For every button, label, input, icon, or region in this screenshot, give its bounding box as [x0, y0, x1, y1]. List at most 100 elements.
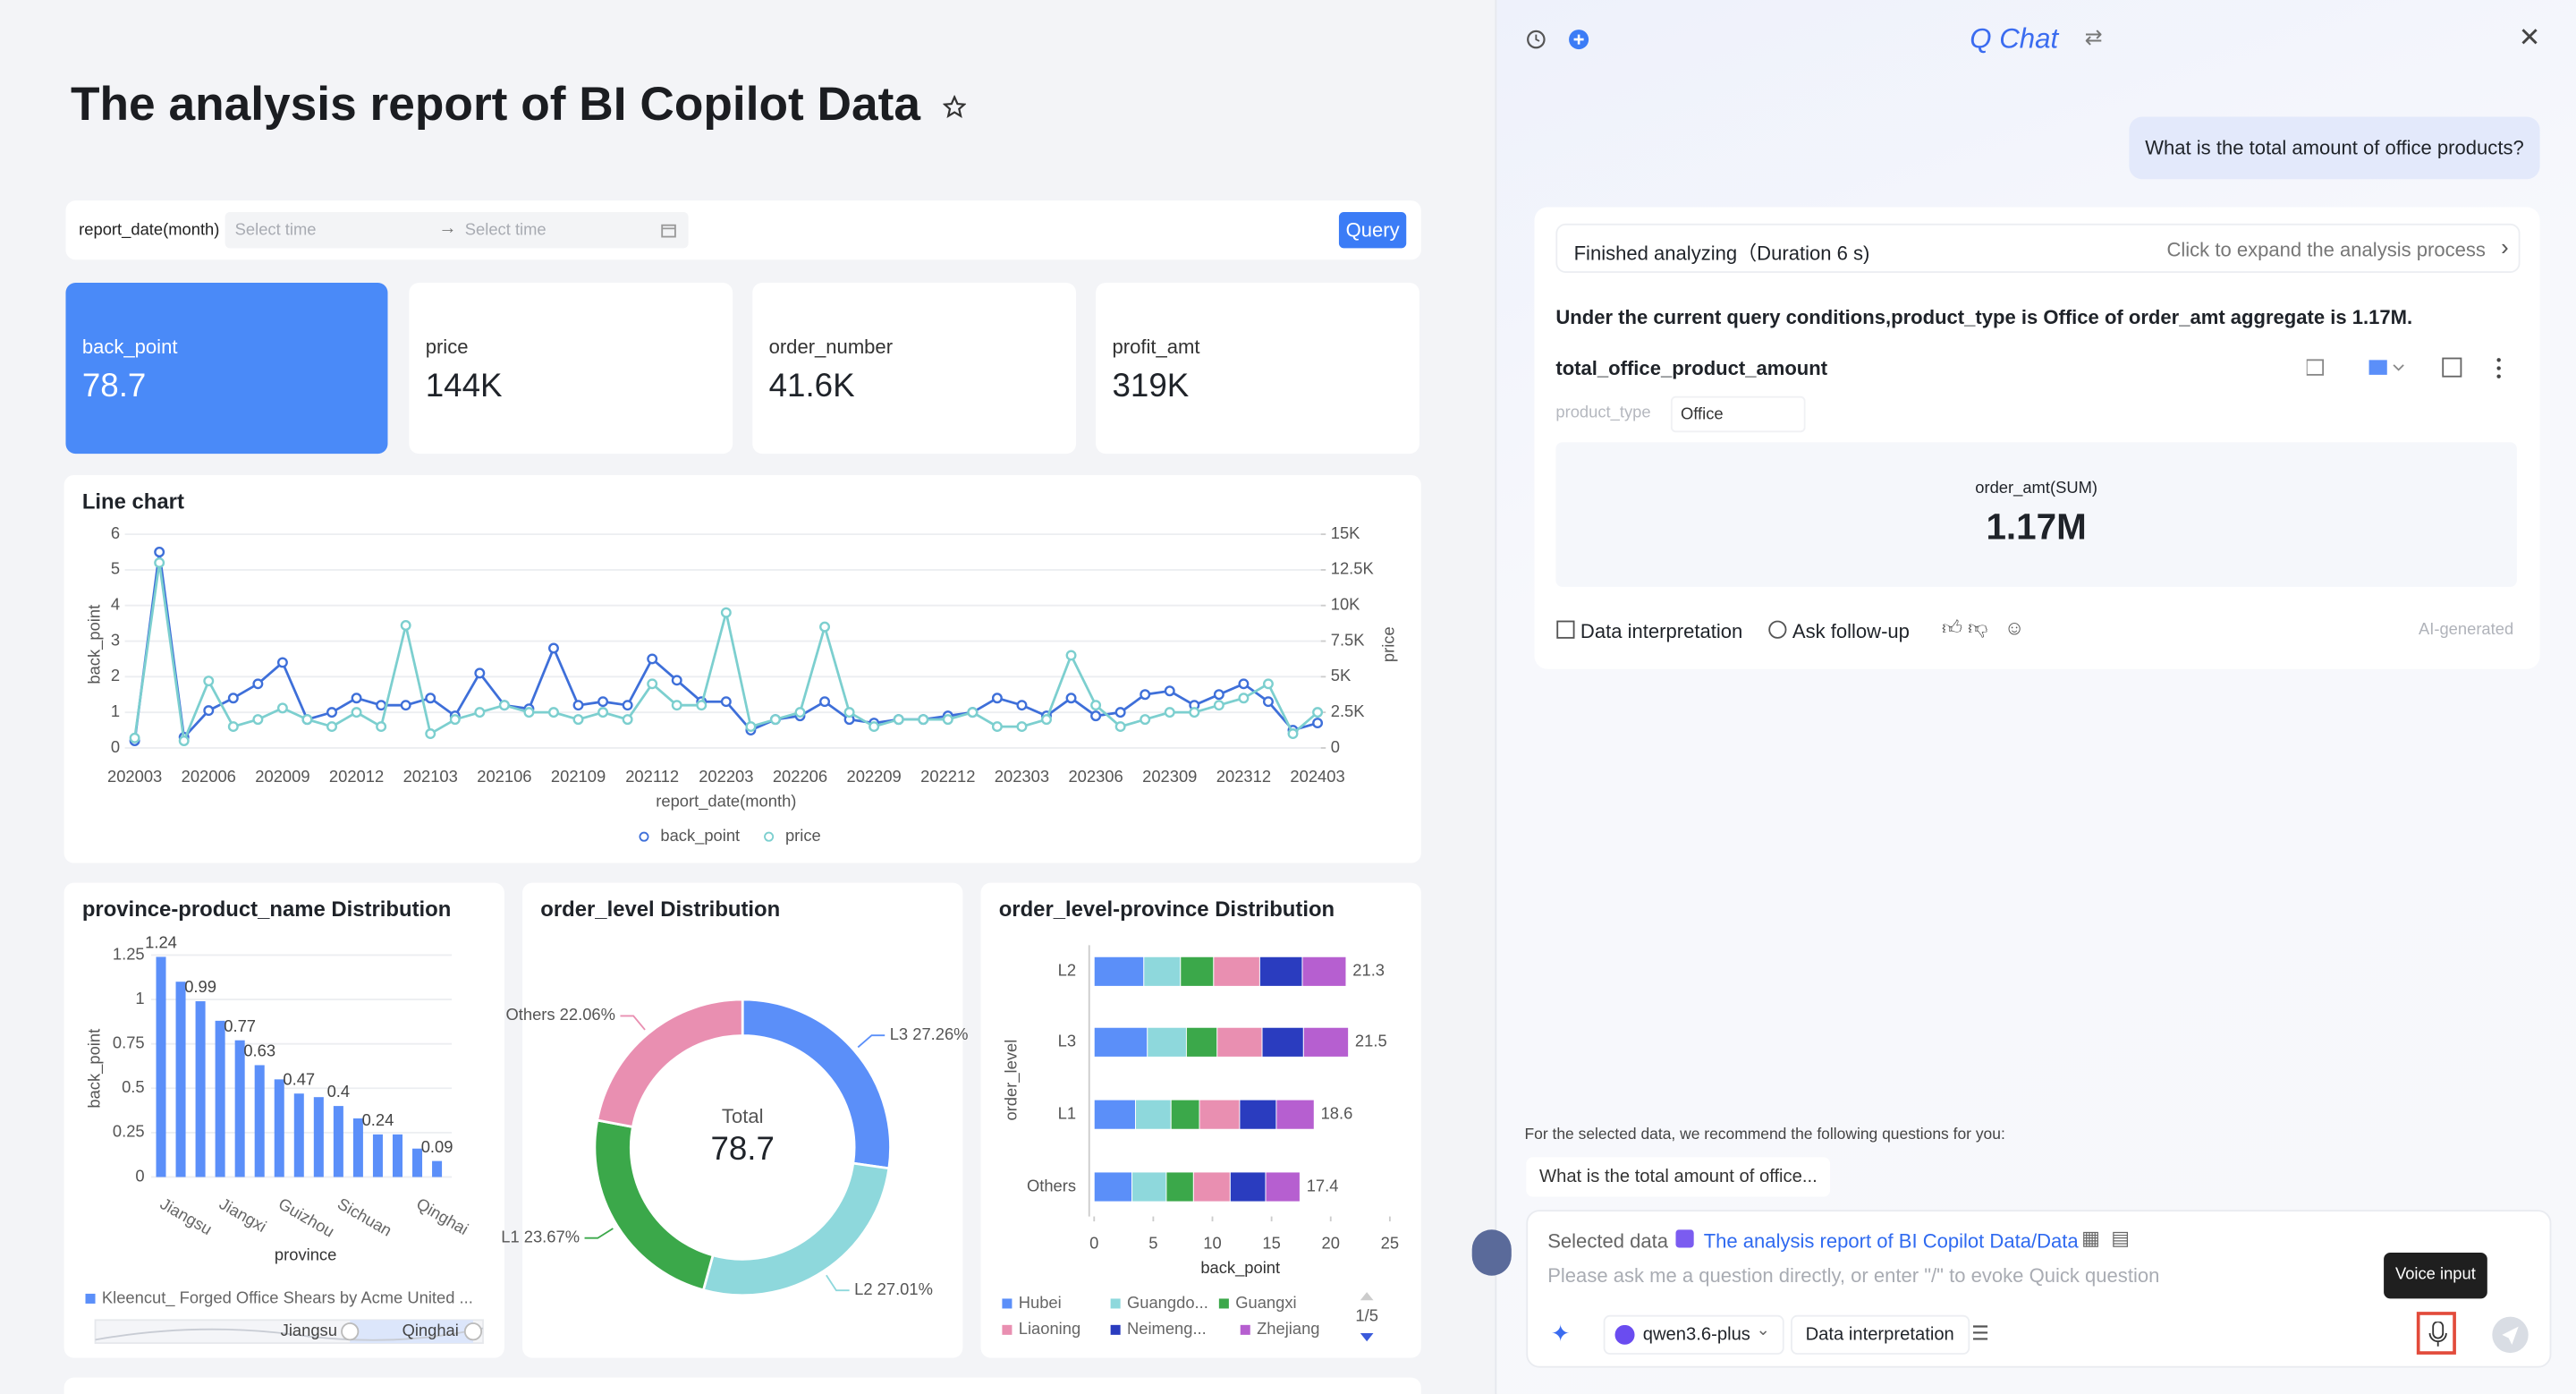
query-button[interactable]: Query [1338, 212, 1407, 249]
feedback-icons[interactable]: 👍︎ 👎︎ ☺︎ [1942, 616, 2025, 640]
filter-label: report_date(month) [79, 222, 220, 241]
legend-label: back_point [660, 826, 740, 846]
metric-panel: order_amt(SUM) 1.17M [1555, 442, 2517, 587]
report-icon [1675, 1229, 1694, 1248]
bar [195, 1001, 206, 1177]
history-icon[interactable] [1524, 28, 1547, 51]
filter-select[interactable]: Office [1670, 395, 1806, 433]
list-icon[interactable]: ☰ [1971, 1322, 1989, 1345]
send-button[interactable] [2490, 1315, 2529, 1355]
kpi-value: 319K [1112, 368, 1190, 404]
x-tick-label: 202303 [995, 767, 1049, 786]
point [819, 621, 831, 633]
bar [412, 1148, 423, 1177]
slider-handle[interactable] [341, 1322, 360, 1341]
voice-button[interactable] [2416, 1312, 2456, 1355]
y-tick-label: 5 [111, 559, 120, 578]
kpi-value: 78.7 [81, 368, 147, 404]
magic-icon[interactable]: ✦ [1550, 1320, 1571, 1347]
answer-text: Under the current query conditions,produ… [1555, 305, 2413, 329]
y-tick-label: 0 [135, 1166, 144, 1185]
point [129, 732, 140, 744]
selected-value[interactable]: The analysis report of BI Copilot Data/D… [1703, 1229, 2079, 1253]
chat-icon [1768, 620, 1787, 639]
point [203, 676, 215, 687]
new-chat-icon[interactable] [1567, 28, 1590, 51]
bar [215, 1020, 225, 1177]
close-icon[interactable]: ✕ [2518, 24, 2541, 53]
point [252, 678, 264, 690]
bar-segment [1131, 1171, 1167, 1203]
data-tools[interactable]: ▦ ▤ [2081, 1226, 2131, 1250]
input-placeholder[interactable]: Please ask me a question directly, or en… [1547, 1263, 2160, 1288]
status-text: Finished analyzing（Duration 6 s) [1573, 242, 1870, 265]
y2-tick-label: 5K [1331, 666, 1352, 684]
point [474, 667, 486, 679]
point [671, 700, 682, 711]
leader-line [826, 1274, 850, 1292]
y-axis-label: order_level [1001, 1040, 1021, 1121]
point [474, 707, 486, 718]
y-tick-label: L3 [1058, 1032, 1076, 1050]
point [252, 714, 264, 726]
model-icon [1614, 1324, 1635, 1345]
switch-icon[interactable]: ⇄ [2084, 24, 2103, 50]
action-button[interactable]: Ask follow-up [1792, 619, 1910, 643]
point [400, 620, 411, 631]
filter-label: product_type [1555, 404, 1651, 423]
bar [234, 1040, 245, 1177]
kpi-card[interactable]: price 144K [409, 283, 733, 455]
legend-marker [1240, 1324, 1250, 1335]
point [1065, 693, 1077, 704]
result-tools[interactable] [2306, 355, 2521, 381]
legend-label: Kleencut_ Forged Office Shears by Acme U… [102, 1288, 473, 1307]
action-button[interactable]: Data interpretation [1580, 619, 1743, 643]
x-tick-label: Jiangxi [216, 1194, 270, 1236]
expand-link[interactable]: Click to expand the analysis process [2166, 238, 2486, 262]
x-tick-label: Sichuan [335, 1194, 395, 1239]
avatar[interactable] [1471, 1229, 1512, 1276]
bar-segment [1302, 1026, 1350, 1058]
x-tick-label: Jiangsu [157, 1194, 216, 1238]
metric-value: 1.17M [1986, 506, 2087, 548]
y-tick-label: L2 [1058, 961, 1076, 980]
chevron: › [2501, 233, 2509, 260]
bar [175, 982, 186, 1177]
bar [293, 1093, 304, 1177]
point [572, 700, 584, 711]
point [178, 735, 190, 746]
bar-segment [1213, 956, 1260, 987]
chart-title: Line chart [82, 490, 184, 514]
x-tick-label: 25 [1381, 1234, 1399, 1253]
point [1213, 700, 1224, 711]
slider-handle[interactable] [463, 1322, 483, 1341]
point [1189, 707, 1200, 718]
x-tick-label: 202209 [847, 767, 902, 786]
kpi-card[interactable]: back_point 78.7 [65, 283, 388, 455]
star-icon[interactable] [943, 95, 966, 119]
x-axis-label: report_date(month) [656, 791, 796, 811]
point [548, 707, 559, 718]
mode-button[interactable]: Data interpretation [1791, 1314, 1970, 1355]
y-tick-label: 1.25 [113, 944, 145, 963]
bar-segment [1093, 956, 1145, 987]
legend-marker [1110, 1298, 1121, 1309]
slice-label: L3 27.26% [890, 1024, 969, 1043]
x-tick-label: 202006 [182, 767, 236, 786]
point [326, 721, 337, 733]
point [991, 721, 1003, 733]
legend-next[interactable] [1360, 1333, 1374, 1342]
bar-segment [1165, 1171, 1194, 1203]
bar-segment [1265, 1171, 1301, 1203]
date-range[interactable]: Select time → Select time [225, 212, 689, 249]
legend-label: Guangxi [1235, 1293, 1296, 1312]
bar [313, 1097, 324, 1177]
line-chart-card [64, 474, 1421, 863]
recommendation[interactable]: What is the total amount of office... [1526, 1157, 1831, 1197]
end-placeholder: Select time [464, 222, 547, 241]
kpi-card[interactable]: order_number 41.6K [752, 283, 1077, 455]
point [227, 693, 239, 704]
status-bar[interactable]: Finished analyzing（Duration 6 s) Click t… [1555, 223, 2521, 273]
model-select[interactable]: qwen3.6-plus ⌄ [1603, 1314, 1784, 1355]
kpi-card[interactable]: profit_amt 319K [1096, 283, 1419, 455]
